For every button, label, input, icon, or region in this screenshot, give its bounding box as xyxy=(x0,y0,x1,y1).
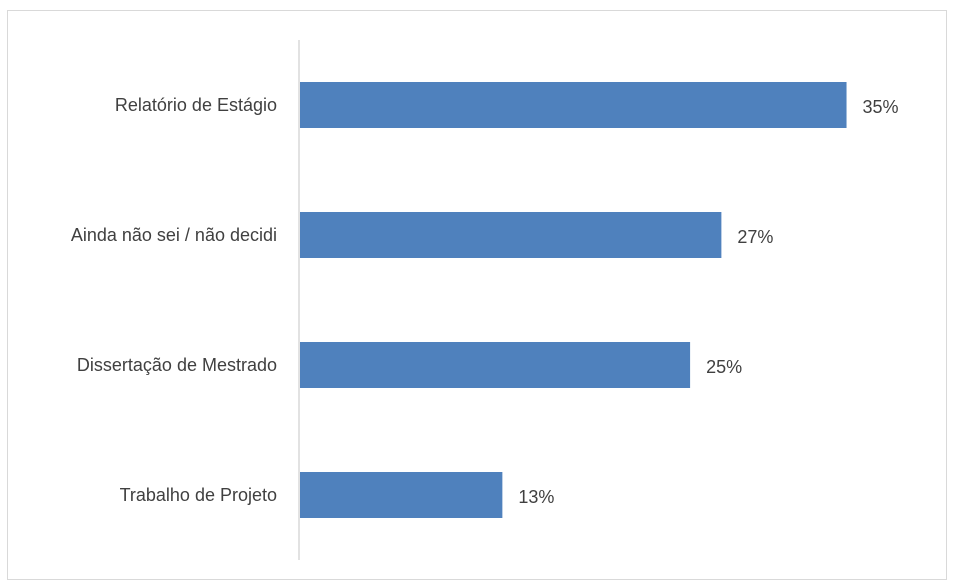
value-label: 25% xyxy=(706,357,742,377)
category-label: Dissertação de Mestrado xyxy=(77,355,277,375)
value-label: 13% xyxy=(518,487,554,507)
bar xyxy=(300,472,503,518)
bar xyxy=(300,342,691,388)
category-label: Trabalho de Projeto xyxy=(120,485,277,505)
value-label: 35% xyxy=(863,97,899,117)
chart-marks: Relatório de Estágio 35% Ainda não sei / n… xyxy=(71,82,899,518)
value-label: 27% xyxy=(737,227,773,247)
bar xyxy=(300,82,847,128)
bar xyxy=(300,212,722,258)
category-label: Ainda não sei / não decidi xyxy=(71,225,277,245)
category-label: Relatório de Estágio xyxy=(115,95,277,115)
